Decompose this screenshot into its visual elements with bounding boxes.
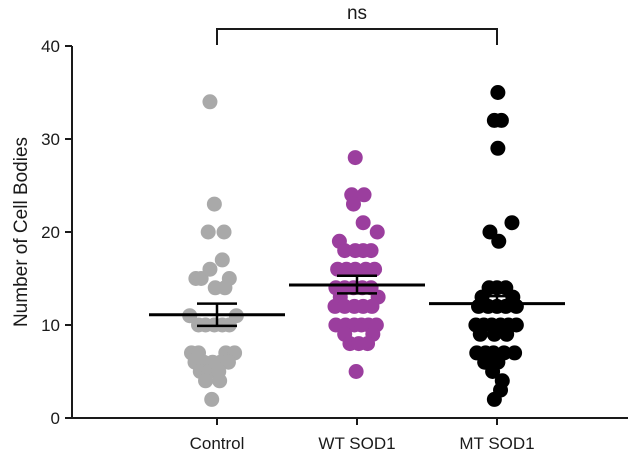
data-point (217, 280, 233, 296)
labels: 0 10 20 30 40 Control WT SOD1 MT SOD1 Number of … (11, 3, 535, 453)
data-point (202, 94, 218, 110)
y-tick-label: 30 (41, 130, 60, 149)
y-tick-label: 20 (41, 223, 60, 242)
data-point (482, 224, 498, 240)
data-point (200, 224, 216, 240)
mean-sem-bars (149, 274, 565, 328)
significance-label: ns (347, 3, 367, 24)
y-tick-label: 10 (41, 316, 60, 335)
x-category-label: MT SOD1 (459, 434, 534, 453)
x-category-label: Control (190, 434, 245, 453)
data-point (486, 391, 502, 407)
data-point (499, 326, 515, 342)
data-point (347, 261, 363, 277)
data-point (202, 261, 218, 277)
data-point (337, 243, 353, 259)
data-point (367, 261, 383, 277)
data-point (360, 336, 376, 352)
data-point (212, 373, 228, 389)
data-point (216, 224, 232, 240)
data-point (348, 364, 364, 379)
significance-bracket (216, 28, 498, 45)
data-point (364, 298, 380, 314)
data-point (345, 196, 361, 212)
data-point (204, 391, 220, 407)
data-point (507, 345, 523, 361)
data-point (214, 252, 230, 268)
data-point (490, 140, 506, 156)
data-points (182, 85, 524, 407)
data-point (363, 243, 379, 259)
data-point (369, 224, 385, 240)
data-point (504, 215, 520, 231)
y-tick-label: 40 (41, 37, 60, 56)
data-point (490, 85, 506, 100)
x-category-label: WT SOD1 (318, 434, 395, 453)
data-point (206, 196, 222, 212)
data-point (508, 317, 524, 333)
data-point (491, 233, 507, 249)
data-point (220, 354, 236, 370)
data-point (486, 326, 502, 342)
data-point (198, 373, 214, 389)
data-point (485, 364, 501, 379)
data-point (493, 112, 509, 128)
data-point (356, 187, 372, 203)
data-point (472, 326, 488, 342)
data-point (347, 150, 363, 166)
y-axis-title: Number of Cell Bodies (11, 137, 32, 327)
data-point (355, 215, 371, 231)
axes (65, 28, 628, 425)
data-point (193, 271, 209, 286)
y-tick-label: 0 (51, 409, 60, 428)
